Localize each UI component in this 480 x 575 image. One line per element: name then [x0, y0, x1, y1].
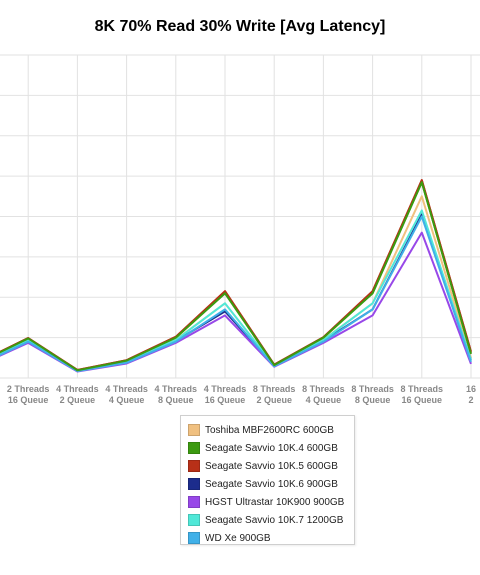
x-tick-label: 16 Queue	[205, 395, 246, 405]
x-tick-label: 8 Queue	[355, 395, 391, 405]
legend-item: HGST Ultrastar 10K900 900GB	[188, 493, 354, 511]
x-tick-label: 8 Threads	[302, 384, 345, 394]
chart-title: 8K 70% Read 30% Write [Avg Latency]	[94, 18, 386, 35]
legend-label: Seagate Savvio 10K.5 600GB	[205, 460, 338, 472]
legend-label: HGST Ultrastar 10K900 900GB	[205, 496, 345, 508]
legend-swatch	[188, 496, 200, 508]
legend-item: Seagate Savvio 10K.7 1200GB	[188, 511, 354, 529]
x-tick-label: 4 Threads	[204, 384, 247, 394]
x-tick-label: 4 Queue	[109, 395, 145, 405]
legend-item: Seagate Savvio 10K.5 600GB	[188, 457, 354, 475]
x-tick-label: 8 Threads	[253, 384, 296, 394]
x-tick-label: 8 Queue	[158, 395, 194, 405]
legend: Toshiba MBF2600RC 600GB Seagate Savvio 10…	[180, 415, 355, 545]
legend-swatch	[188, 514, 200, 526]
series-line	[0, 195, 472, 372]
series-line	[0, 179, 472, 371]
x-tick-label: 4 Queue	[306, 395, 342, 405]
legend-swatch	[188, 442, 200, 454]
x-tick-label: 16 Queue	[402, 395, 443, 405]
x-tick-label: 8 Threads	[401, 384, 444, 394]
x-tick-label: 2	[468, 395, 473, 405]
legend-label: Seagate Savvio 10K.6 900GB	[205, 478, 338, 490]
legend-swatch	[188, 424, 200, 436]
series-line	[0, 181, 472, 372]
series-line	[0, 181, 472, 372]
legend-item: WD Xe 900GB	[188, 529, 354, 547]
x-tick-label: 4 Threads	[155, 384, 198, 394]
series-line	[0, 213, 472, 373]
x-tick-label: 2 Queue	[256, 395, 292, 405]
legend-label: Toshiba MBF2600RC 600GB	[205, 424, 334, 436]
legend-label: Seagate Savvio 10K.7 1200GB	[205, 514, 344, 526]
x-tick-label: 16 Queue	[8, 395, 49, 405]
legend-item: Seagate Savvio 10K.6 900GB	[188, 475, 354, 493]
x-tick-label: 4 Threads	[56, 384, 99, 394]
x-tick-label: 4 Threads	[105, 384, 148, 394]
series-line	[0, 179, 472, 371]
x-tick-label: 8 Threads	[351, 384, 394, 394]
legend-item: Toshiba MBF2600RC 600GB	[188, 421, 354, 439]
legend-label: Seagate Savvio 10K.4 600GB	[205, 442, 338, 454]
x-tick-label: 2 Queue	[60, 395, 96, 405]
legend-swatch	[188, 532, 200, 544]
legend-item: Seagate Savvio 10K.4 600GB	[188, 439, 354, 457]
x-tick-label: 16	[466, 384, 476, 394]
series-line	[0, 231, 472, 373]
legend-label: WD Xe 900GB	[205, 532, 271, 544]
series-line	[0, 209, 472, 372]
series-line	[0, 215, 472, 373]
legend-swatch	[188, 478, 200, 490]
legend-swatch	[188, 460, 200, 472]
x-tick-label: 2 Threads	[7, 384, 50, 394]
